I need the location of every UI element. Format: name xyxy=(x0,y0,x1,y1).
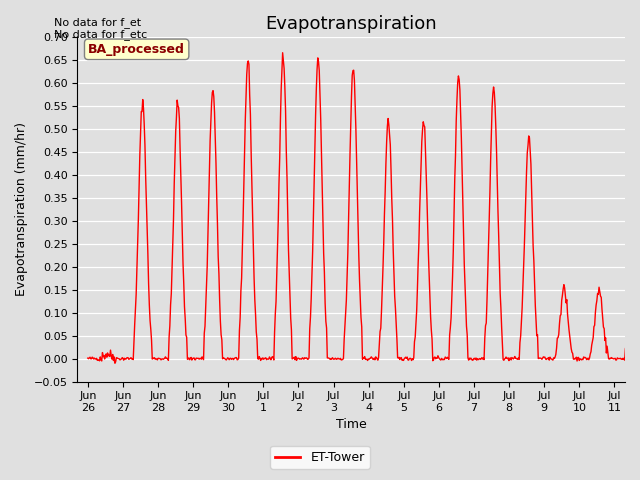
X-axis label: Time: Time xyxy=(336,419,367,432)
Title: Evapotranspiration: Evapotranspiration xyxy=(266,15,437,33)
Y-axis label: Evapotranspiration (mm/hr): Evapotranspiration (mm/hr) xyxy=(15,122,28,297)
Text: BA_processed: BA_processed xyxy=(88,43,185,56)
Legend: ET-Tower: ET-Tower xyxy=(270,446,370,469)
Text: No data for f_et
No data for f_etc: No data for f_et No data for f_etc xyxy=(54,17,148,40)
